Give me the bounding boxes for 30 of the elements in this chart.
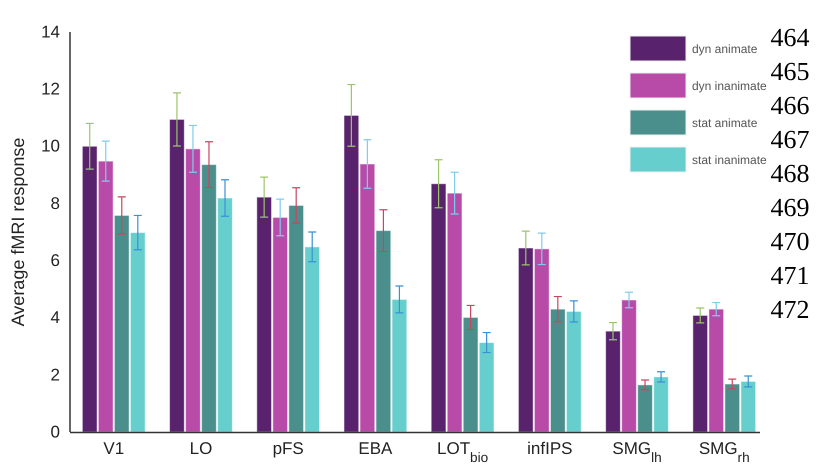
x-tick-label: infIPS — [527, 439, 572, 458]
text: 466 — [770, 91, 810, 120]
x-tick-label: EBA — [358, 439, 394, 458]
x-tick-label: SMG$_{rh}$ — [698, 439, 750, 464]
text: 469 — [770, 193, 810, 222]
legend-label: stat animate — [692, 116, 758, 130]
y-tick-label: 14 — [41, 22, 60, 42]
y-tick-label: 4 — [50, 308, 60, 328]
text: 472 — [770, 295, 810, 324]
x-tick-label: SMG$_{lh}$ — [612, 439, 662, 464]
x-tick-label: pFS — [272, 439, 304, 458]
x-tick-label: LO — [190, 439, 212, 458]
text: 470 — [770, 227, 810, 256]
y-axis-title: Average fMRI response — [8, 138, 28, 326]
y-tick-label: 0 — [50, 422, 60, 442]
y-tick-label: 2 — [50, 365, 60, 384]
y-tick-label: 10 — [41, 136, 60, 156]
x-tick-label: LOT$_{bio}$ — [437, 439, 488, 464]
y-tick-label: 6 — [50, 251, 60, 270]
text: 468 — [770, 159, 810, 188]
legend-label: stat inanimate — [692, 153, 768, 167]
legend-label: dyn inanimate — [692, 79, 768, 93]
text: 467 — [770, 125, 810, 154]
text: 465 — [770, 57, 810, 86]
legend-label: dyn animate — [692, 42, 758, 56]
text: 464 — [770, 23, 810, 52]
x-tick-label: V1 — [103, 439, 124, 458]
y-tick-label: 8 — [50, 194, 60, 213]
text: 471 — [770, 261, 810, 290]
y-tick-label: 12 — [41, 80, 60, 99]
